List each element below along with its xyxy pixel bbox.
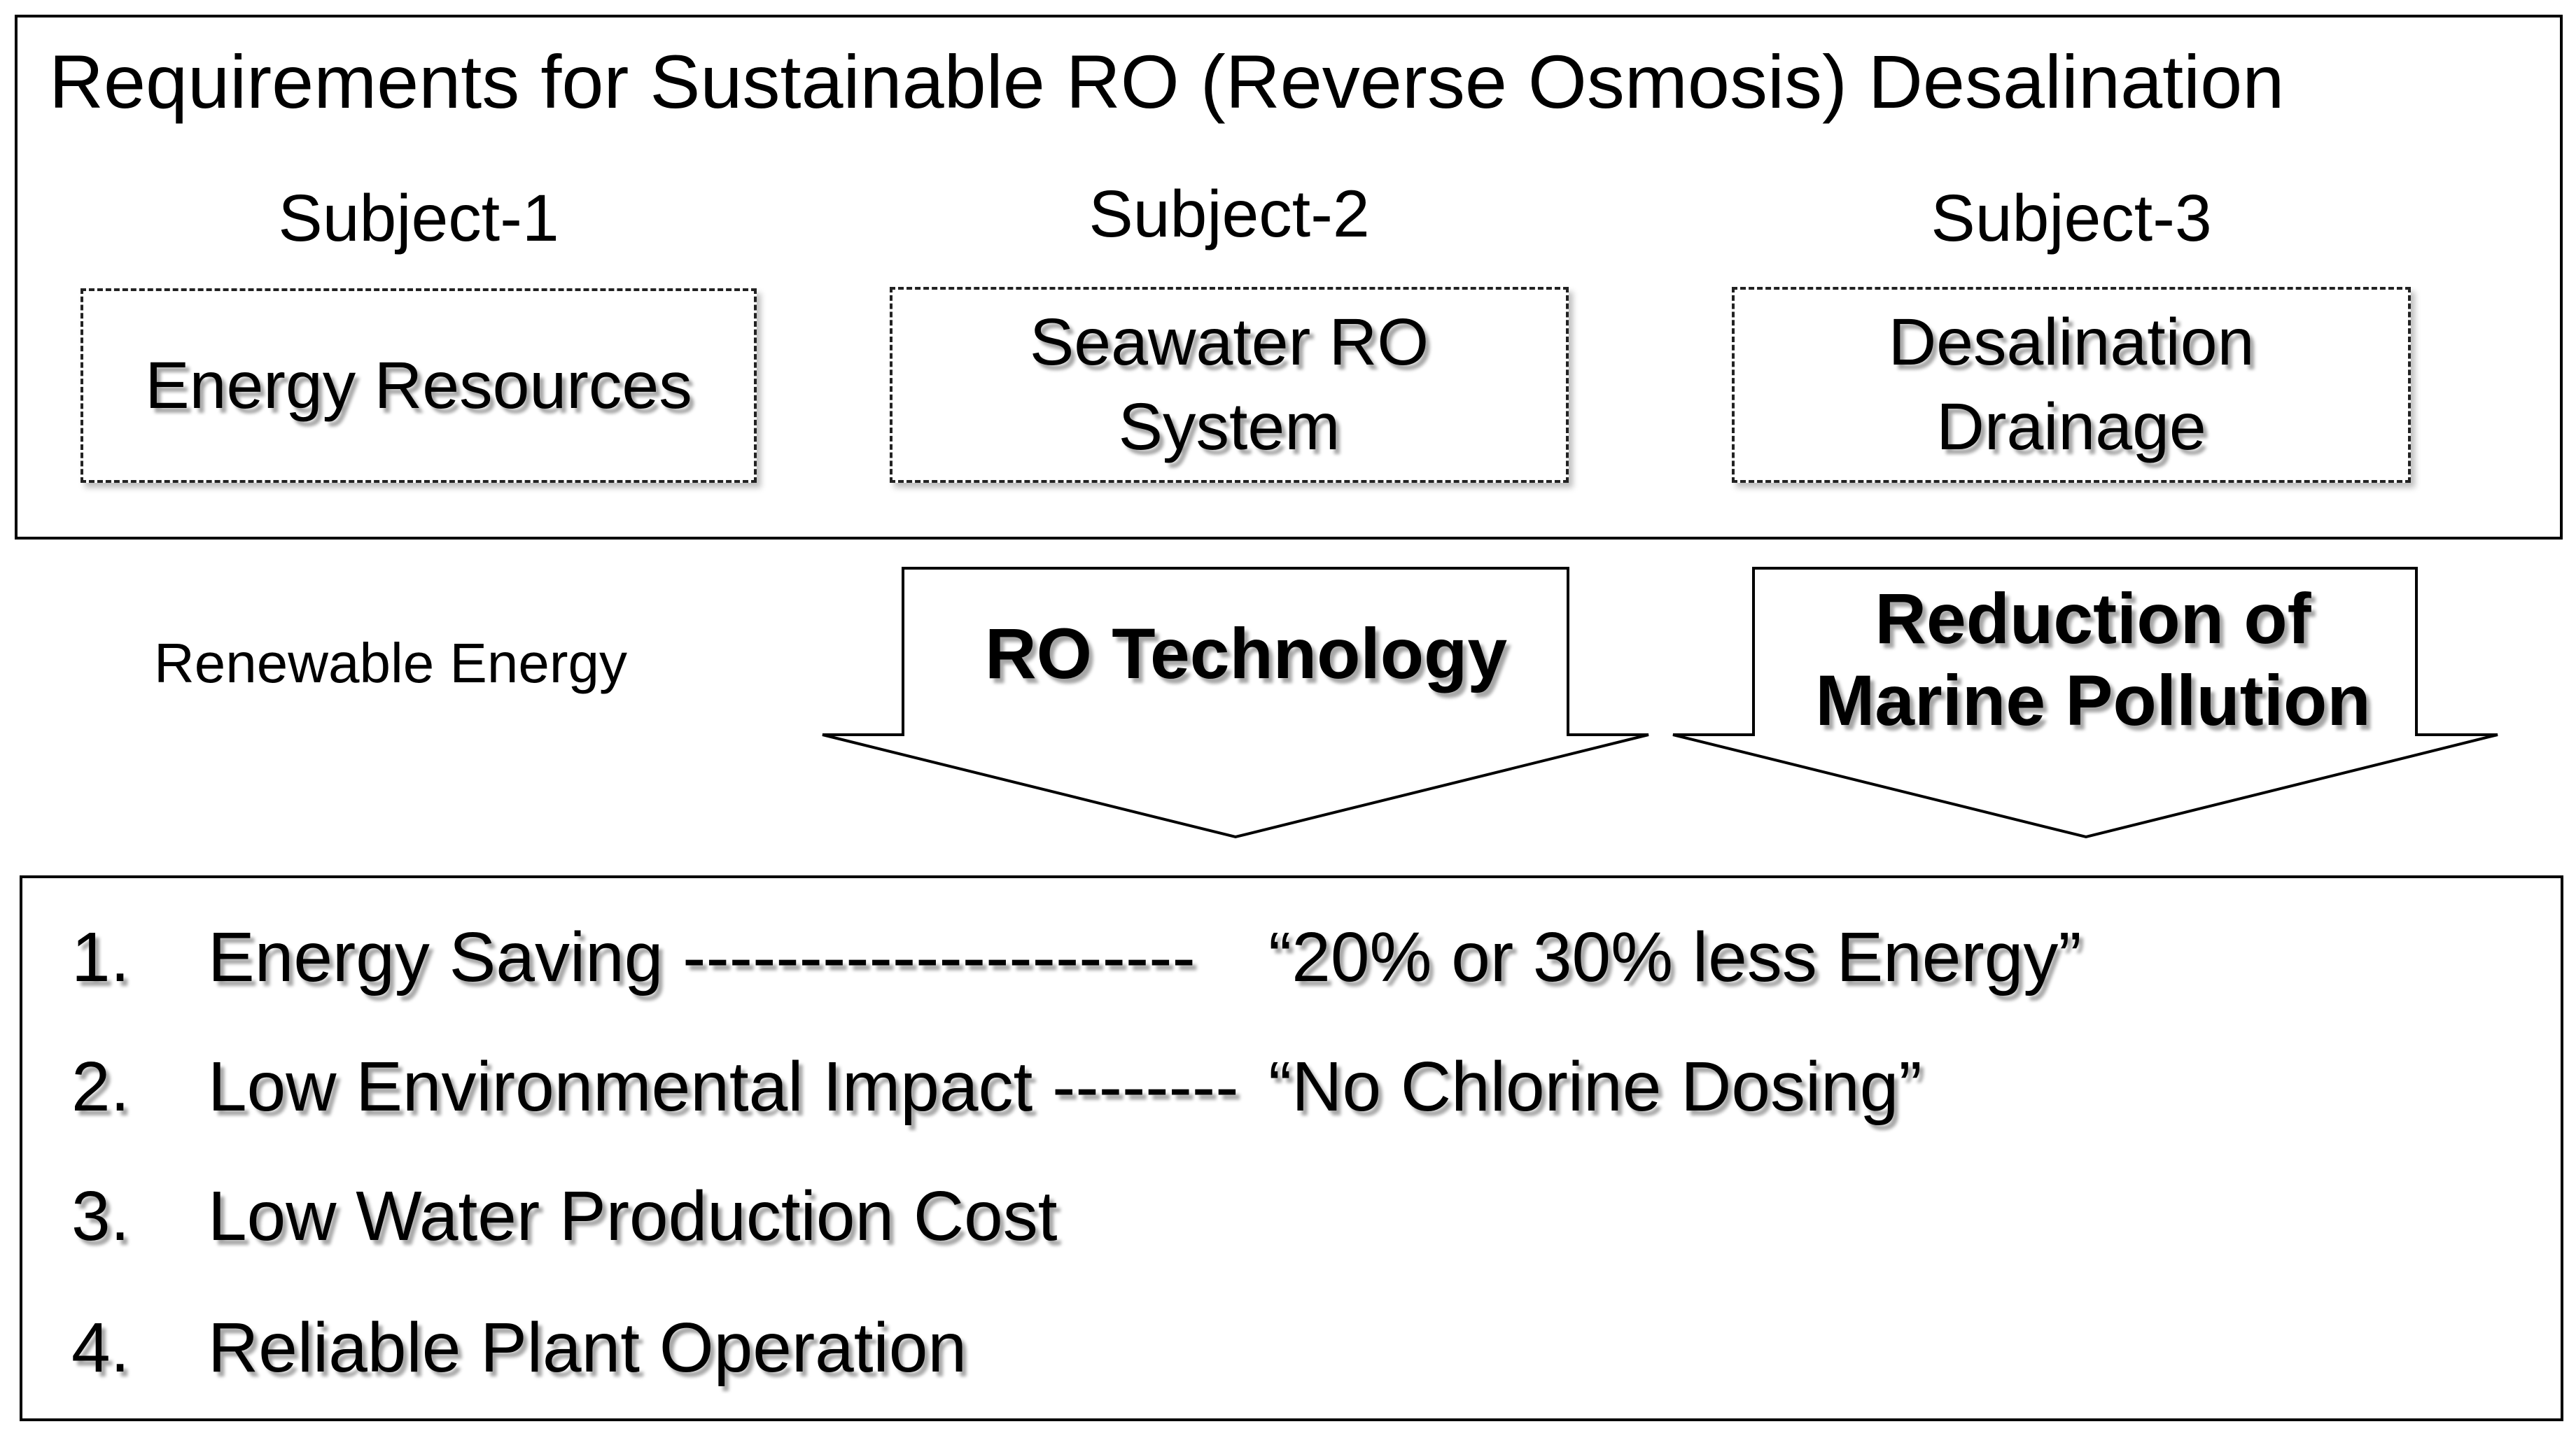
list-item-number: 4. — [71, 1309, 130, 1387]
diagram-title: Requirements for Sustainable RO (Reverse… — [49, 39, 2285, 124]
list-item-number: 2. — [71, 1048, 130, 1126]
subject-1-label: Subject-1 — [278, 181, 559, 255]
subject-2-box: Seawater RO System — [890, 287, 1569, 483]
subject-2-label: Subject-2 — [1088, 177, 1370, 251]
list-item-number: 3. — [71, 1177, 130, 1255]
list-item-number: 1. — [71, 918, 130, 996]
renewable-energy-note: Renewable Energy — [154, 632, 627, 694]
subject-3-box: Desalination Drainage — [1732, 287, 2411, 483]
ro-technology-arrow — [822, 567, 1649, 839]
goals-panel: 1. Energy Saving ---------------------- … — [20, 875, 2563, 1421]
list-item-text: Low Environmental Impact -------- — [208, 1048, 1239, 1126]
list-item-text: Reliable Plant Operation — [208, 1309, 967, 1387]
list-item-text: Energy Saving ---------------------- — [208, 918, 1196, 996]
list-item-text: Low Water Production Cost — [208, 1177, 1058, 1255]
ro-technology-label: RO Technology — [984, 614, 1508, 693]
list-item-note: “No Chlorine Dosing” — [1268, 1048, 1922, 1126]
subject-3-label: Subject-3 — [1931, 181, 2212, 255]
subject-1-box: Energy Resources — [80, 288, 757, 483]
list-item-note: “20% or 30% less Energy” — [1268, 918, 2082, 996]
marine-pollution-label: Reduction of Marine Pollution — [1815, 579, 2371, 741]
